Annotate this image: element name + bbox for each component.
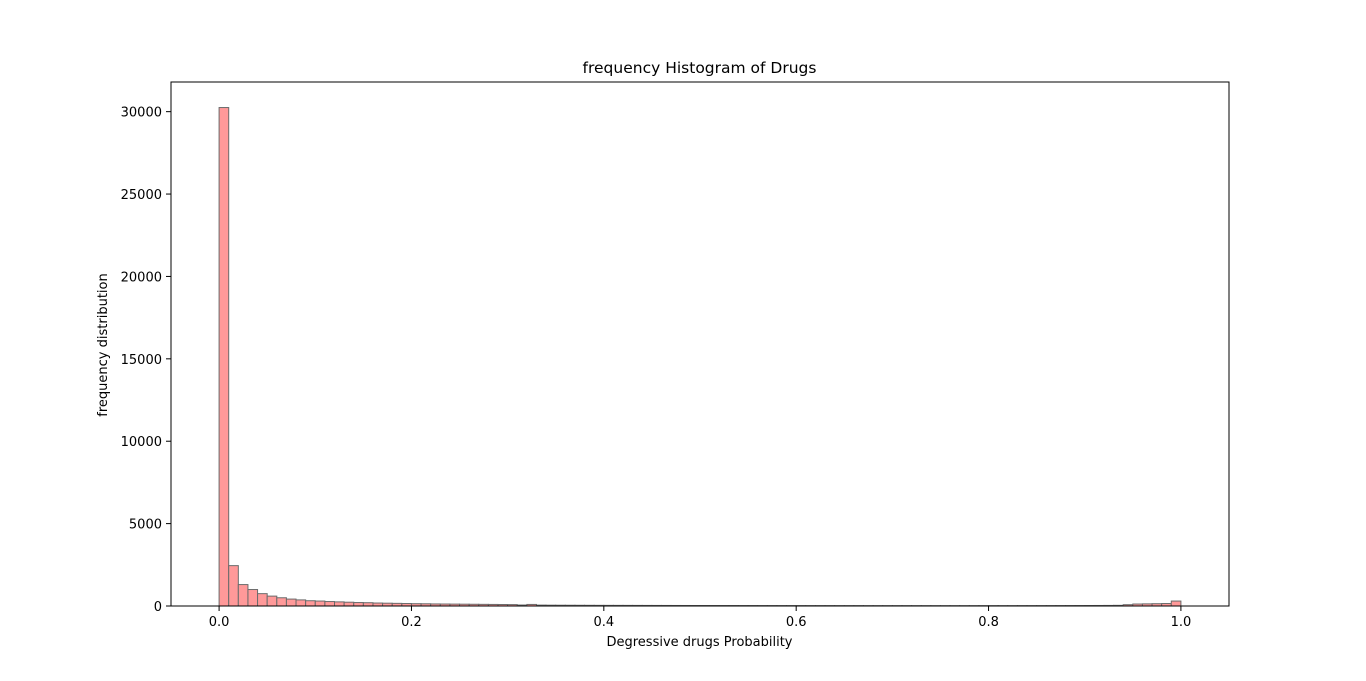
x-tick-label: 0.4 xyxy=(593,615,614,630)
histogram-bar xyxy=(266,595,278,607)
histogram-bar xyxy=(285,598,297,607)
y-tick-label: 15000 xyxy=(121,353,162,368)
plot-frame xyxy=(170,81,1230,607)
y-tick-label: 25000 xyxy=(121,188,162,203)
y-tick-label: 30000 xyxy=(121,106,162,121)
y-tick-label: 0 xyxy=(154,600,162,615)
x-axis: 0.0 0.2 0.4 0.6 0.8 1.0 xyxy=(209,606,1192,630)
histogram-bar xyxy=(295,599,307,607)
histogram-bar xyxy=(343,601,355,607)
x-tick-label: 1.0 xyxy=(1171,615,1192,630)
x-tick-label: 0.6 xyxy=(786,615,807,630)
x-tick-label: 0.0 xyxy=(209,615,230,630)
chart-title: frequency Histogram of Drugs xyxy=(583,59,817,77)
x-tick-label: 0.8 xyxy=(978,615,999,630)
histogram-bar xyxy=(247,589,259,607)
histogram-bar xyxy=(1170,600,1182,607)
histogram-bar xyxy=(276,597,287,607)
y-tick-label: 5000 xyxy=(129,518,162,533)
y-tick-label: 10000 xyxy=(121,435,162,450)
y-axis-label: frequency distribution xyxy=(96,273,111,416)
histogram-bar xyxy=(324,601,336,607)
y-tick-label: 20000 xyxy=(121,270,162,285)
histogram-bar xyxy=(228,565,239,607)
histogram-bar xyxy=(257,593,268,607)
histogram-bar xyxy=(353,602,364,607)
x-axis-label: Degressive drugs Probability xyxy=(606,635,792,650)
histogram-bar xyxy=(305,600,316,607)
histogram-bar xyxy=(334,601,345,607)
histogram-bar xyxy=(314,600,326,607)
histogram-bar xyxy=(237,584,249,607)
y-axis: 0 5000 10000 15000 20000 25000 30000 xyxy=(121,106,171,615)
histogram-bar xyxy=(218,107,230,607)
x-tick-label: 0.2 xyxy=(401,615,422,630)
